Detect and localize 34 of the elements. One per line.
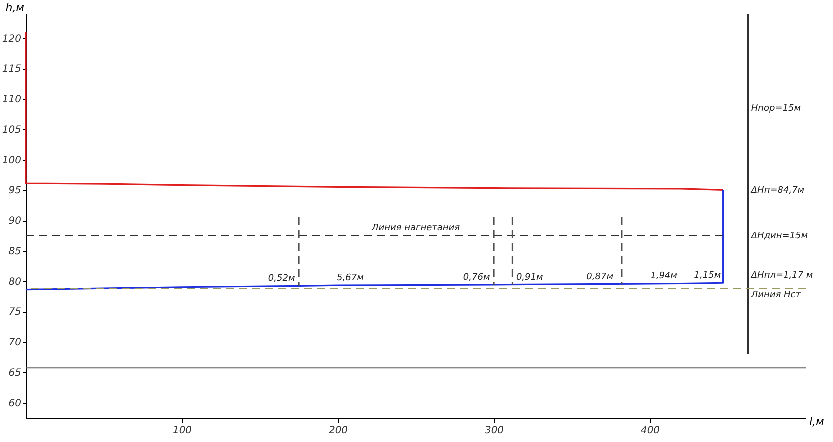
y-tick-label: 95 <box>8 186 22 197</box>
x-tick-label: 300 <box>484 426 504 436</box>
y-tick-label: 65 <box>8 368 22 379</box>
annotation: 1,94м <box>650 272 678 282</box>
line-series <box>25 189 724 291</box>
y-axis-title: h,м <box>6 2 24 14</box>
annotation: 0,52м <box>268 274 296 284</box>
annotation: 1,15м <box>694 271 722 282</box>
y-tick-label: 90 <box>8 216 22 228</box>
y-tick-label: 120 <box>2 34 22 45</box>
y-tick-label: 80 <box>8 276 22 288</box>
annotation: ΔHпл=1,17 м <box>750 271 814 282</box>
x-tick-label: 200 <box>328 426 348 436</box>
y-tick-label: 60 <box>8 398 22 410</box>
annotation: 0,87м <box>586 272 614 282</box>
y-tick-label: 70 <box>8 338 22 349</box>
y-tick-label: 85 <box>8 246 22 258</box>
y-tick-label: 100 <box>2 155 22 166</box>
annotation: 5,67м <box>337 274 364 284</box>
y-tick-label: 115 <box>2 64 22 76</box>
x-tick-label: 400 <box>640 426 660 436</box>
annotation: ΔHдин=15м <box>750 232 808 242</box>
annotation: ΔHп=84,7м <box>750 186 805 196</box>
y-tick-label: 105 <box>2 124 22 136</box>
line-series <box>25 31 724 191</box>
annotation: Линия Hст <box>750 290 802 301</box>
y-tick-label: 75 <box>8 307 22 318</box>
x-axis-title: l,м <box>810 416 824 428</box>
x-tick-label: 100 <box>172 426 192 436</box>
y-tick-label: 110 <box>2 94 22 106</box>
annotation: 0,76м <box>463 272 490 283</box>
annotation: Hпор=15м <box>751 104 802 114</box>
annotation: 0,91м <box>516 272 544 283</box>
annotation: Линия нагнетания <box>370 224 461 234</box>
